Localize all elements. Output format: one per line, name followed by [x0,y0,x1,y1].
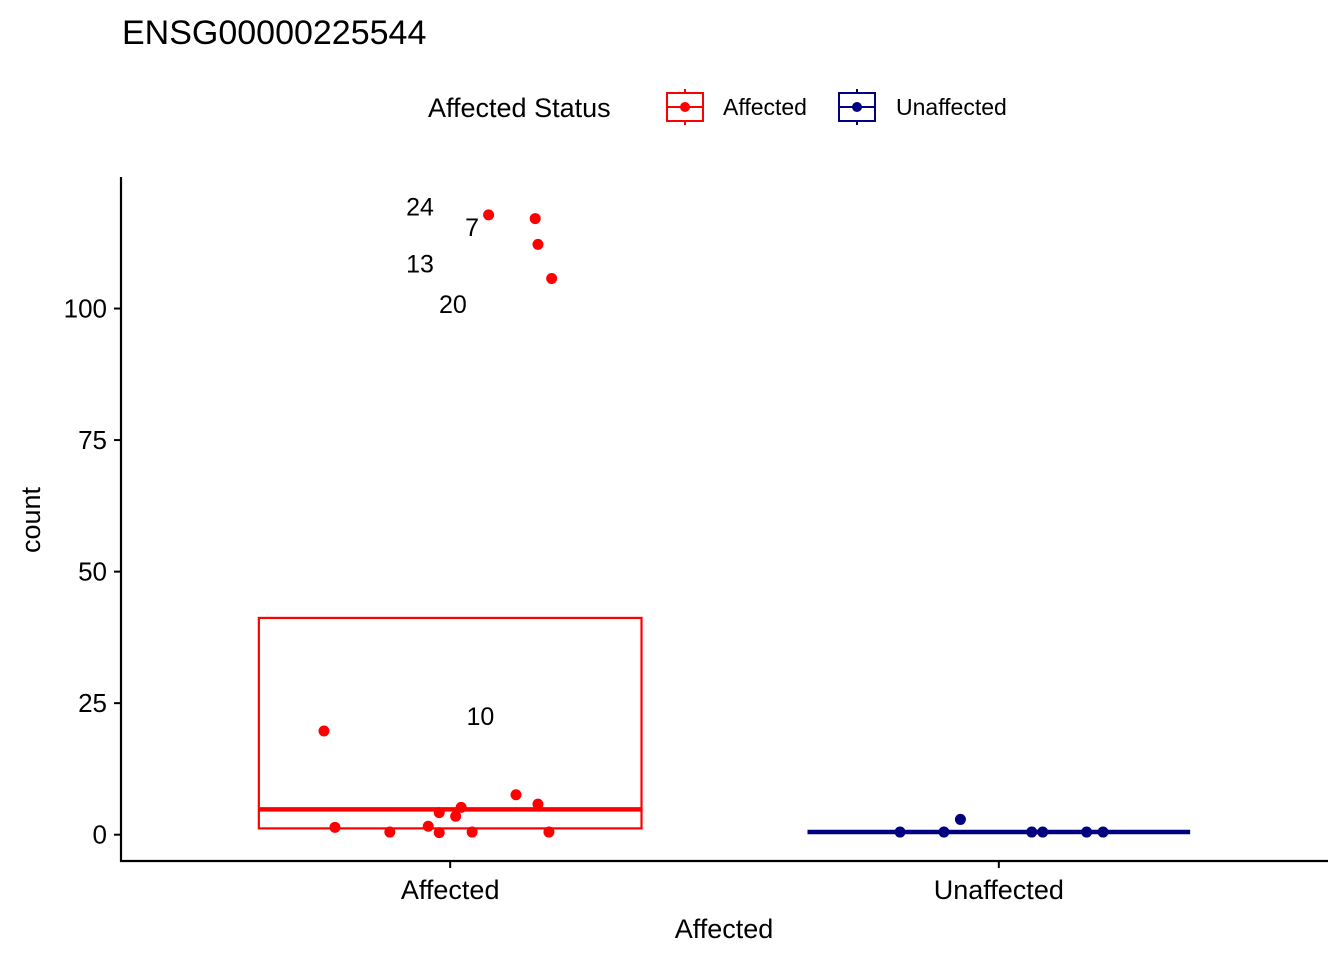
data-point [532,798,544,810]
y-tick-label: 50 [78,557,107,587]
y-tick-label: 0 [93,820,107,850]
point-label: 13 [406,250,434,278]
data-point [894,826,906,838]
data-point [1081,826,1093,838]
data-point [510,789,522,801]
data-point [450,810,462,822]
data-point [455,801,467,813]
x-axis-ticks: Affected Unaffected [401,861,1064,905]
data-point [1026,826,1038,838]
data-point [546,273,558,285]
data-point [1097,826,1109,838]
data-point [954,813,966,825]
y-tick-label: 75 [78,425,107,455]
data-point [433,807,445,819]
legend: Affected Status Affected Unaffected [428,89,1007,125]
x-tick-label: Unaffected [934,875,1064,905]
point-label: 10 [466,703,494,731]
legend-key-unaffected [838,89,876,125]
y-axis-title: count [16,486,46,553]
legend-key-affected [666,89,704,125]
x-tick-label: Affected [401,875,500,905]
chart-title: ENSG00000225544 [122,14,426,52]
data-point [433,827,445,839]
data-point [543,826,555,838]
data-point [938,826,950,838]
legend-title: Affected Status [428,93,611,123]
legend-label-unaffected: Unaffected [896,94,1007,120]
data-point [384,826,396,838]
y-tick-label: 25 [78,688,107,718]
point-label: 24 [406,193,434,221]
legend-label-affected: Affected [723,94,807,120]
data-point [529,213,541,225]
y-tick-label: 100 [64,294,107,324]
data-point [1037,826,1049,838]
box-affected [257,616,643,830]
data-point [318,725,330,737]
data-point [329,821,341,833]
data-point [466,826,478,838]
point-label: 20 [439,291,467,319]
x-axis-title: Affected [675,914,774,944]
data-point [483,209,495,221]
y-axis-ticks: 0 25 50 75 100 [64,294,121,850]
point-label: 7 [465,214,479,242]
data-point [532,238,544,250]
data-point [422,820,434,832]
